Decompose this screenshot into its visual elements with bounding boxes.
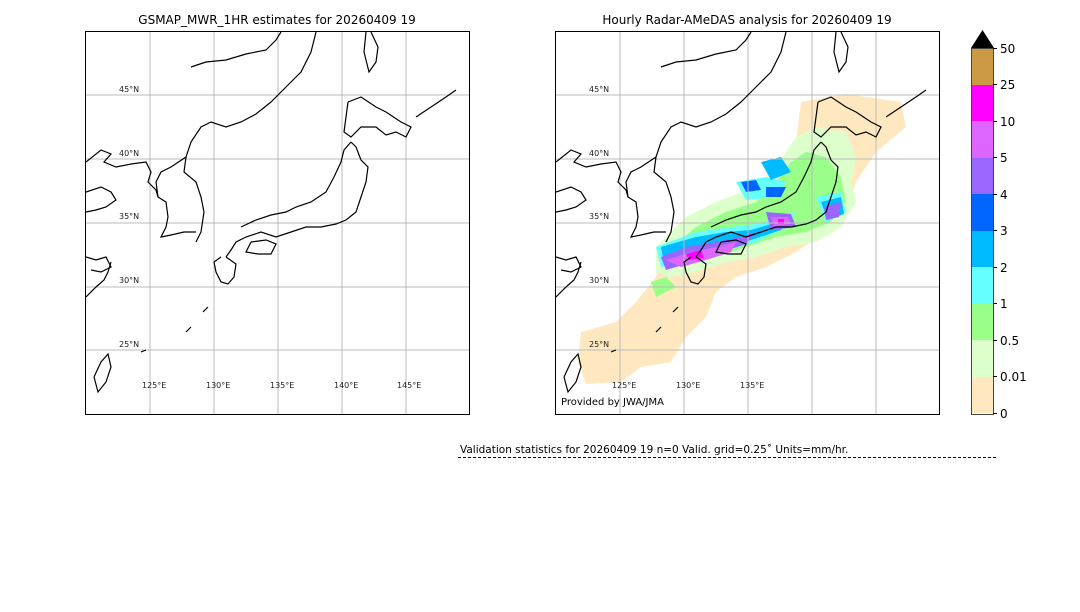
colorbar-label-5: 5 [1000,151,1008,165]
colorbar-seg-3-4 [971,194,993,231]
left-lat-label-35: 35°N [119,212,140,221]
left-lon-label-125: 125°E [142,381,167,390]
left-map [85,31,470,415]
colorbar-seg-2-3 [971,230,993,267]
right-lon-label-130: 130°E [676,381,701,390]
left-lat-label-25: 25°N [119,340,140,349]
right-map-title: Hourly Radar-AMeDAS analysis for 2026040… [602,13,892,27]
right-lat-label-35: 35°N [589,212,610,221]
left-lon-label-145: 145°E [397,381,422,390]
colorbar-border [971,48,994,415]
colorbar-seg-0.5-1 [971,303,993,340]
colorbar-label-0.01: 0.01 [1000,370,1027,384]
colorbar-label-10: 10 [1000,115,1016,129]
colorbar-label-4: 4 [1000,188,1008,202]
colorbar-seg-0-0.01 [971,376,993,413]
colorbar-tick [993,194,997,195]
colorbar-tick [993,157,997,158]
colorbar-tick [993,267,997,268]
left-lon-label-135: 135°E [270,381,295,390]
validation-statistics: Validation statistics for 20260409 19 n=… [460,444,849,456]
left-lat-label-30: 30°N [119,276,140,285]
colorbar-tick [993,413,997,414]
colorbar-label-0: 0 [1000,407,1008,421]
left-lon-label-130: 130°E [206,381,231,390]
right-lat-label-30: 30°N [589,276,610,285]
colorbar-seg-10-25 [971,84,993,121]
left-map-coastlines [86,32,469,414]
left-map-title: GSMAP_MWR_1HR estimates for 20260409 19 [138,13,416,27]
colorbar-seg-4-5 [971,157,993,194]
right-lat-label-45: 45°N [589,85,610,94]
colorbar-label-3: 3 [1000,224,1008,238]
colorbar-label-50: 50 [1000,42,1016,56]
right-lon-label-135: 135°E [740,381,765,390]
colorbar-seg-1-2 [971,267,993,304]
colorbar-label-1: 1 [1000,297,1008,311]
left-lat-label-45: 45°N [119,85,140,94]
colorbar-tick [993,376,997,377]
colorbar-tick [993,230,997,231]
colorbar-tick [993,303,997,304]
left-lon-label-140: 140°E [334,381,359,390]
colorbar-seg-25-50 [971,48,993,85]
colorbar-tick [993,48,997,49]
colorbar-tick [993,340,997,341]
right-lat-label-25: 25°N [589,340,610,349]
left-lat-label-40: 40°N [119,149,140,158]
right-lat-label-40: 40°N [589,149,610,158]
colorbar-seg-0.01-0.5 [971,340,993,377]
right-map-precip [556,32,939,414]
colorbar-label-2: 2 [1000,261,1008,275]
colorbar-extend-arrow-icon [971,30,994,48]
right-map [555,31,940,415]
right-lon-label-125: 125°E [612,381,637,390]
colorbar-seg-5-10 [971,121,993,158]
colorbar-label-25: 25 [1000,78,1016,92]
colorbar-tick [993,121,997,122]
colorbar-label-0.5: 0.5 [1000,334,1020,348]
colorbar-tick [993,84,997,85]
data-credit: Provided by JWA/JMA [561,397,664,408]
validation-divider [458,457,996,458]
